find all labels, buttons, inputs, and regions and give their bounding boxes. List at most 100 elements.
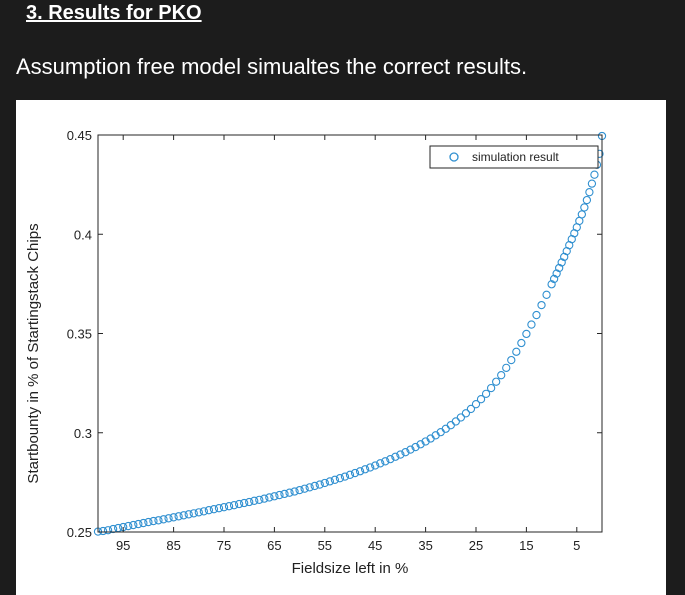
data-point	[144, 517, 153, 527]
data-point	[406, 445, 415, 454]
data-point	[587, 179, 597, 188]
legend-marker	[449, 152, 459, 162]
data-point	[386, 455, 395, 464]
data-point	[179, 511, 188, 520]
data-point	[507, 355, 516, 365]
data-point	[549, 274, 559, 284]
data-point	[194, 508, 203, 517]
data-point	[214, 504, 224, 513]
data-point	[260, 494, 269, 503]
data-point	[129, 520, 138, 530]
data-point	[164, 514, 173, 523]
data-point	[245, 497, 254, 507]
data-point	[189, 509, 198, 518]
y-axis-ticks: 0.25 0.3 0.35 0.4 0.45	[67, 128, 602, 540]
data-point	[527, 320, 536, 329]
x-tick-label: 5	[573, 538, 580, 553]
data-point	[537, 300, 546, 310]
data-point	[174, 512, 183, 521]
data-point	[209, 505, 219, 514]
data-point	[290, 487, 299, 496]
data-point	[366, 463, 375, 472]
data-point	[552, 269, 561, 278]
legend: simulation result	[429, 145, 599, 169]
x-axis-title: Fieldsize left in %	[292, 560, 409, 577]
x-tick-label: 45	[368, 538, 382, 553]
scatter-chart: 95 85 75 65 55 45 35 25 15 5 0.25 0.3 0.35 0.4 0.45 F…	[25, 128, 607, 577]
y-tick-label: 0.25	[67, 525, 92, 540]
data-point	[517, 338, 526, 348]
data-point	[547, 280, 556, 289]
data-point	[199, 507, 208, 516]
data-point	[240, 498, 249, 508]
data-point	[585, 188, 594, 197]
data-point	[169, 513, 178, 522]
data-point	[446, 421, 455, 430]
data-point	[555, 263, 564, 273]
data-point	[360, 465, 370, 474]
x-tick-label: 15	[519, 538, 533, 553]
data-point	[355, 467, 365, 476]
data-point	[340, 472, 350, 481]
data-point	[416, 440, 425, 449]
data-point	[471, 400, 481, 409]
y-tick-label: 0.3	[74, 426, 92, 441]
data-point	[497, 371, 506, 380]
data-point	[325, 477, 334, 486]
data-point	[229, 501, 239, 510]
data-point	[275, 490, 284, 500]
data-point	[492, 377, 501, 386]
x-tick-label: 85	[166, 538, 180, 553]
data-point	[401, 448, 410, 457]
data-point	[310, 481, 319, 491]
data-point	[234, 499, 244, 509]
data-point	[577, 210, 586, 219]
data-point	[522, 329, 531, 339]
data-point	[270, 492, 279, 501]
x-axis-ticks: 95 85 75 65 55 45 35 25 15 5	[116, 135, 580, 553]
data-point	[590, 170, 599, 179]
x-tick-label: 25	[469, 538, 483, 553]
data-point	[265, 493, 274, 502]
y-tick-label: 0.35	[67, 327, 92, 342]
legend-label: simulation result	[472, 150, 559, 164]
data-point	[461, 409, 471, 418]
data-point	[224, 502, 234, 511]
chart-figure: 95 85 75 65 55 45 35 25 15 5 0.25 0.3 0.35 0.4 0.45 F…	[16, 100, 666, 595]
data-point	[134, 519, 143, 529]
data-point	[396, 450, 405, 459]
data-point	[219, 503, 229, 512]
data-markers	[93, 131, 607, 536]
data-point	[154, 516, 163, 525]
x-tick-label: 75	[217, 538, 231, 553]
data-point	[371, 461, 380, 470]
y-tick-label: 0.4	[74, 227, 92, 242]
data-point	[320, 478, 329, 488]
data-point	[532, 310, 541, 320]
data-point	[114, 523, 123, 533]
data-point	[542, 290, 551, 299]
data-point	[255, 495, 264, 504]
data-point	[456, 413, 466, 422]
data-point	[335, 474, 345, 483]
data-point	[108, 524, 118, 534]
x-tick-label: 35	[418, 538, 432, 553]
x-tick-label: 65	[267, 538, 281, 553]
data-point	[98, 526, 108, 536]
data-point	[376, 459, 385, 468]
data-point	[582, 195, 592, 205]
data-point	[580, 203, 589, 212]
data-point	[305, 483, 314, 492]
data-point	[139, 518, 148, 528]
data-point	[184, 510, 193, 519]
data-point	[350, 468, 360, 478]
y-tick-label: 0.45	[67, 128, 92, 143]
data-point	[300, 484, 309, 493]
data-point	[411, 442, 420, 452]
data-point	[476, 395, 486, 404]
slide-subtitle: Assumption free model simualtes the corr…	[16, 54, 528, 79]
data-point	[315, 480, 324, 489]
data-point	[441, 424, 450, 433]
slide-title: 3. Results for PKO	[26, 2, 202, 24]
